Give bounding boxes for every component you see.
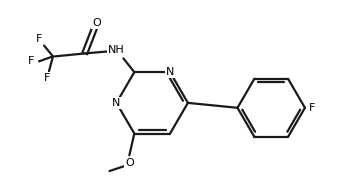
Text: O: O — [92, 18, 101, 28]
Text: F: F — [28, 56, 34, 66]
Text: F: F — [44, 73, 50, 83]
Text: F: F — [36, 34, 42, 44]
Text: N: N — [112, 98, 121, 108]
Text: NH: NH — [108, 46, 125, 56]
Text: O: O — [125, 158, 134, 168]
Text: F: F — [309, 103, 315, 113]
Text: N: N — [166, 67, 174, 77]
